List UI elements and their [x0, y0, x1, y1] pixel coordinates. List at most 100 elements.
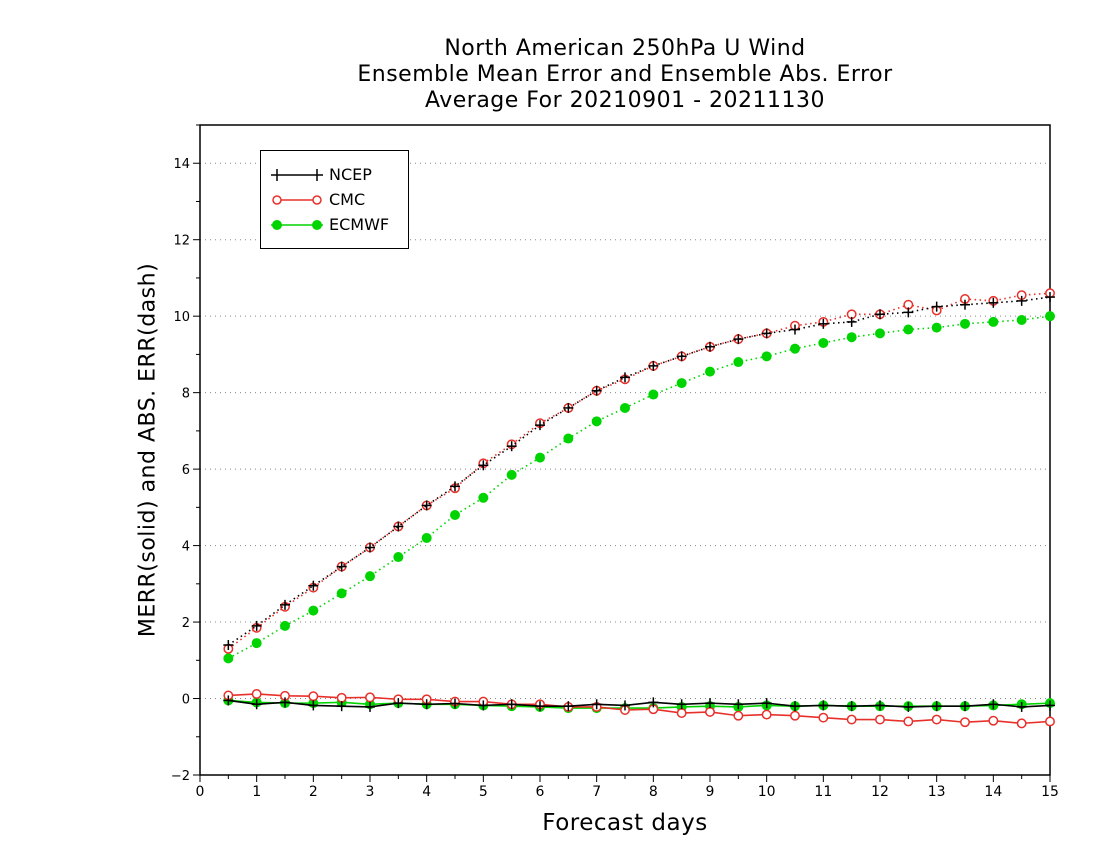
x-tick-label: 2	[309, 784, 318, 800]
data-point	[875, 700, 885, 711]
y-tick-label: 8	[182, 387, 190, 402]
data-point	[705, 698, 715, 709]
legend-item-ecmwf: ECMWF	[261, 213, 408, 237]
x-tick-label: 11	[814, 784, 832, 800]
data-point	[903, 716, 914, 727]
y-tick-label: 10	[173, 310, 190, 325]
x-tick-label: 8	[649, 784, 658, 800]
data-point	[535, 701, 545, 712]
legend-item-cmc: CMC	[261, 188, 408, 212]
data-point	[393, 698, 404, 709]
data-point	[846, 701, 857, 712]
data-point	[535, 452, 545, 463]
legend-item-ncep: NCEP	[261, 163, 408, 187]
data-point	[251, 638, 262, 649]
data-point	[705, 706, 715, 717]
data-point	[676, 699, 687, 710]
legend-label-ncep: NCEP	[329, 165, 372, 184]
x-tick-label: 12	[871, 784, 889, 800]
data-point	[365, 571, 375, 582]
series-line	[227, 296, 1051, 646]
series-line	[227, 292, 1051, 650]
data-point	[535, 420, 545, 431]
data-point	[223, 653, 234, 664]
data-point	[960, 318, 970, 329]
data-point	[1045, 311, 1055, 322]
y-tick-label: 6	[182, 463, 190, 478]
data-point	[563, 701, 574, 712]
data-point	[875, 309, 885, 320]
data-point	[506, 441, 517, 452]
data-point	[563, 402, 574, 413]
data-point	[393, 552, 404, 563]
data-point	[648, 697, 659, 708]
plus-marker-icon	[271, 169, 323, 181]
series-ecmwf-dotted	[223, 311, 1055, 664]
data-point	[365, 542, 375, 553]
data-point	[251, 620, 262, 631]
data-point	[790, 710, 800, 721]
data-point	[733, 334, 744, 345]
data-point	[421, 699, 432, 710]
data-point	[761, 709, 772, 720]
chart-title-line-1: North American 250hPa U Wind	[444, 36, 806, 61]
data-point	[620, 700, 630, 711]
data-point	[336, 701, 347, 712]
data-point	[875, 714, 885, 725]
data-point	[506, 469, 517, 480]
data-point	[903, 324, 914, 335]
data-point	[818, 712, 829, 723]
legend: NCEP CMC ECMWF	[260, 150, 409, 249]
data-point	[903, 307, 914, 318]
data-point	[988, 699, 999, 710]
data-point	[280, 620, 290, 631]
data-point	[790, 324, 800, 335]
data-point	[251, 699, 262, 710]
data-point	[1016, 315, 1027, 325]
chart-title-line-3: Average For 20210901 - 20211130	[424, 88, 826, 113]
data-point	[705, 366, 715, 377]
data-point	[251, 688, 262, 699]
data-point	[960, 299, 970, 310]
x-tick-label: 15	[1041, 784, 1059, 800]
data-point	[620, 402, 630, 413]
data-point	[421, 532, 432, 543]
data-point	[875, 328, 885, 339]
data-point	[1045, 292, 1055, 303]
data-point	[931, 301, 942, 312]
data-point	[648, 389, 659, 400]
data-point	[308, 580, 319, 591]
data-point	[705, 341, 715, 352]
data-point	[393, 521, 404, 532]
data-point	[223, 695, 234, 706]
data-point	[846, 332, 857, 343]
data-point	[450, 481, 460, 492]
data-point	[365, 701, 375, 712]
data-point	[1045, 716, 1055, 727]
data-point	[1016, 295, 1027, 306]
data-point	[733, 699, 744, 710]
data-point	[648, 360, 659, 371]
data-point	[308, 700, 319, 711]
y-tick-label: −2	[171, 769, 190, 784]
data-point	[1016, 718, 1027, 729]
y-tick-label: 0	[182, 693, 190, 708]
data-point	[761, 328, 772, 339]
legend-label-ecmwf: ECMWF	[329, 215, 390, 234]
series-cmc-dotted	[223, 288, 1055, 654]
x-axis-label: Forecast days	[542, 810, 708, 836]
data-point	[280, 697, 290, 708]
x-tick-label: 4	[422, 784, 431, 800]
data-point	[478, 460, 489, 471]
y-tick-label: 12	[173, 234, 190, 249]
data-point	[818, 337, 829, 348]
data-point	[761, 351, 772, 362]
x-tick-label: 10	[758, 784, 776, 800]
data-point	[988, 297, 999, 308]
data-point	[676, 351, 687, 362]
data-point	[960, 701, 970, 712]
x-tick-label: 7	[592, 784, 601, 800]
data-point	[223, 640, 234, 650]
data-point	[620, 372, 630, 383]
x-tick-label: 6	[536, 784, 545, 800]
